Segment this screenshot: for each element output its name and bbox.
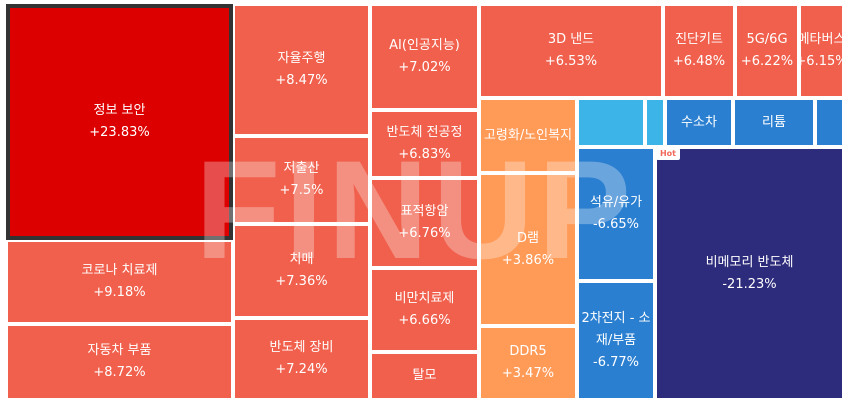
treemap-tile[interactable]: 3D 낸드 +6.53% (479, 4, 663, 98)
treemap-tile[interactable]: 진단키트 +6.48% (663, 4, 735, 98)
treemap-tile[interactable]: 2차전지 - 소재/부품 -6.77% (577, 281, 655, 400)
treemap-tile[interactable]: 표적항암 +6.76% (370, 178, 479, 268)
treemap-tile[interactable] (815, 98, 844, 147)
tile-name: 리튬 (762, 114, 786, 130)
tile-value: +23.83% (89, 125, 150, 140)
tile-value: +6.22% (740, 54, 794, 69)
tile-name: 비메모리 반도체 (705, 254, 794, 270)
tile-name: 진단키트 (675, 32, 723, 47)
tile-content: 5G/6G +6.22% (739, 29, 795, 73)
tile-value: +6.83% (398, 147, 451, 162)
tile-content: 반도체 장비 +7.24% (268, 337, 336, 381)
tile-name: 2차전지 - 소재/부품 (581, 310, 651, 348)
treemap-tile[interactable]: 반도체 전공정 +6.83% (370, 110, 479, 178)
tile-value: -6.77% (593, 354, 639, 370)
tile-content: DDR5 +3.47% (500, 341, 556, 385)
treemap-tile[interactable]: 메타버스 +6.15% (799, 4, 844, 98)
treemap-tile[interactable]: 고령화/노인복지 (479, 98, 577, 173)
tile-name: 수소차 (681, 114, 717, 130)
tile-content: 수소차 (679, 112, 719, 134)
tile-value: +7.36% (275, 274, 328, 289)
treemap-tile[interactable]: 저출산 +7.5% (233, 136, 370, 224)
tile-value: -6.65% (592, 217, 639, 232)
treemap-tile[interactable]: 정보 보안 +23.83% (6, 4, 233, 240)
tile-name: 코로나 치료제 (81, 263, 158, 278)
treemap-tile[interactable]: 치매 +7.36% (233, 224, 370, 318)
tile-name: 5G/6G (746, 32, 788, 47)
tile-value: +6.53% (544, 54, 598, 69)
treemap-tile[interactable]: 리튬 (733, 98, 815, 147)
treemap-tile[interactable]: 반도체 장비 +7.24% (233, 318, 370, 400)
tile-content: 고령화/노인복지 (482, 125, 574, 147)
tile-content: 메타버스 +6.15% (799, 29, 844, 73)
tile-content: 자동차 부품 +8.72% (86, 340, 154, 384)
tile-name: D램 (517, 230, 539, 246)
tile-value: +6.15% (801, 54, 842, 69)
treemap-tile[interactable]: 자동차 부품 +8.72% (6, 324, 233, 400)
tile-content: 표적항암 +6.76% (396, 201, 452, 245)
tile-content: 반도체 전공정 +6.83% (385, 122, 465, 166)
tile-value: +6.66% (398, 313, 451, 328)
tile-value: +7.24% (275, 362, 328, 377)
tile-name: 표적항암 (400, 204, 449, 219)
tile-name: 저출산 (283, 161, 320, 176)
tile-name: DDR5 (509, 344, 547, 359)
tile-value: +9.18% (93, 285, 146, 300)
tile-name: 반도체 전공정 (386, 125, 463, 140)
treemap-tile[interactable]: 비만치료제 +6.66% (370, 268, 479, 352)
tile-content: 저출산 +7.5% (278, 158, 326, 202)
tile-name: AI(인공지능) (389, 38, 460, 53)
tile-value: +7.5% (279, 183, 324, 198)
tile-name: 치매 (289, 252, 314, 267)
tile-value: +3.86% (501, 252, 555, 268)
treemap-tile[interactable]: D램 +3.86% (479, 173, 577, 326)
tile-name: 석유/유가 (589, 195, 643, 210)
tile-name: 비만치료제 (394, 291, 455, 306)
tile-content: 2차전지 - 소재/부품 -6.77% (579, 308, 653, 374)
tile-value: +8.72% (93, 365, 146, 380)
hot-badge: Hot (656, 148, 680, 160)
tile-content: 진단키트 +6.48% (671, 29, 727, 73)
treemap-tile[interactable] (645, 98, 665, 147)
treemap-tile[interactable]: 탈모 (370, 352, 479, 400)
tile-name: 메타버스 (799, 32, 844, 47)
tile-name: 탈모 (412, 368, 437, 383)
tile-name: 자동차 부품 (87, 343, 152, 358)
tile-value: +3.47% (501, 366, 555, 381)
tile-value: +7.02% (398, 60, 451, 75)
treemap-tile[interactable]: 자율주행 +8.47% (233, 4, 370, 136)
tile-content: 3D 낸드 +6.53% (543, 29, 599, 73)
treemap-tile[interactable]: 비메모리 반도체 -21.23% (655, 147, 844, 400)
treemap-tile[interactable]: 5G/6G +6.22% (735, 4, 799, 98)
tile-value: +8.47% (275, 73, 328, 88)
treemap-tile[interactable]: AI(인공지능) +7.02% (370, 4, 479, 110)
tile-name: 정보 보안 (93, 103, 146, 118)
tile-value: +6.48% (672, 54, 726, 69)
tile-name: 반도체 장비 (269, 340, 334, 355)
treemap-tile[interactable]: 석유/유가 -6.65% (577, 147, 655, 281)
tile-content: 비만치료제 +6.66% (393, 288, 457, 332)
treemap-tile[interactable]: DDR5 +3.47% (479, 326, 577, 400)
tile-name: 3D 낸드 (547, 32, 595, 47)
tile-name: 자율주행 (277, 51, 326, 66)
tile-value: +6.76% (398, 226, 451, 241)
tile-content: 리튬 (760, 112, 788, 134)
tile-content: 자율주행 +8.47% (273, 48, 329, 92)
treemap-tile[interactable]: 수소차 (665, 98, 733, 147)
tile-content: 치매 +7.36% (273, 249, 329, 293)
treemap-tile[interactable]: 코로나 치료제 +9.18% (6, 240, 233, 324)
tile-content: 비메모리 반도체 -21.23% (704, 252, 796, 296)
tile-content: 정보 보안 +23.83% (87, 100, 151, 144)
tile-value: -21.23% (722, 276, 777, 292)
tile-content: 코로나 치료제 +9.18% (80, 260, 160, 304)
tile-content: D램 +3.86% (500, 228, 556, 272)
tile-content: AI(인공지능) +7.02% (387, 35, 462, 79)
tile-content: 탈모 (411, 365, 439, 387)
treemap-tile[interactable] (577, 98, 645, 147)
tile-content: 석유/유가 -6.65% (588, 192, 644, 236)
tile-name: 고령화/노인복지 (483, 127, 573, 143)
